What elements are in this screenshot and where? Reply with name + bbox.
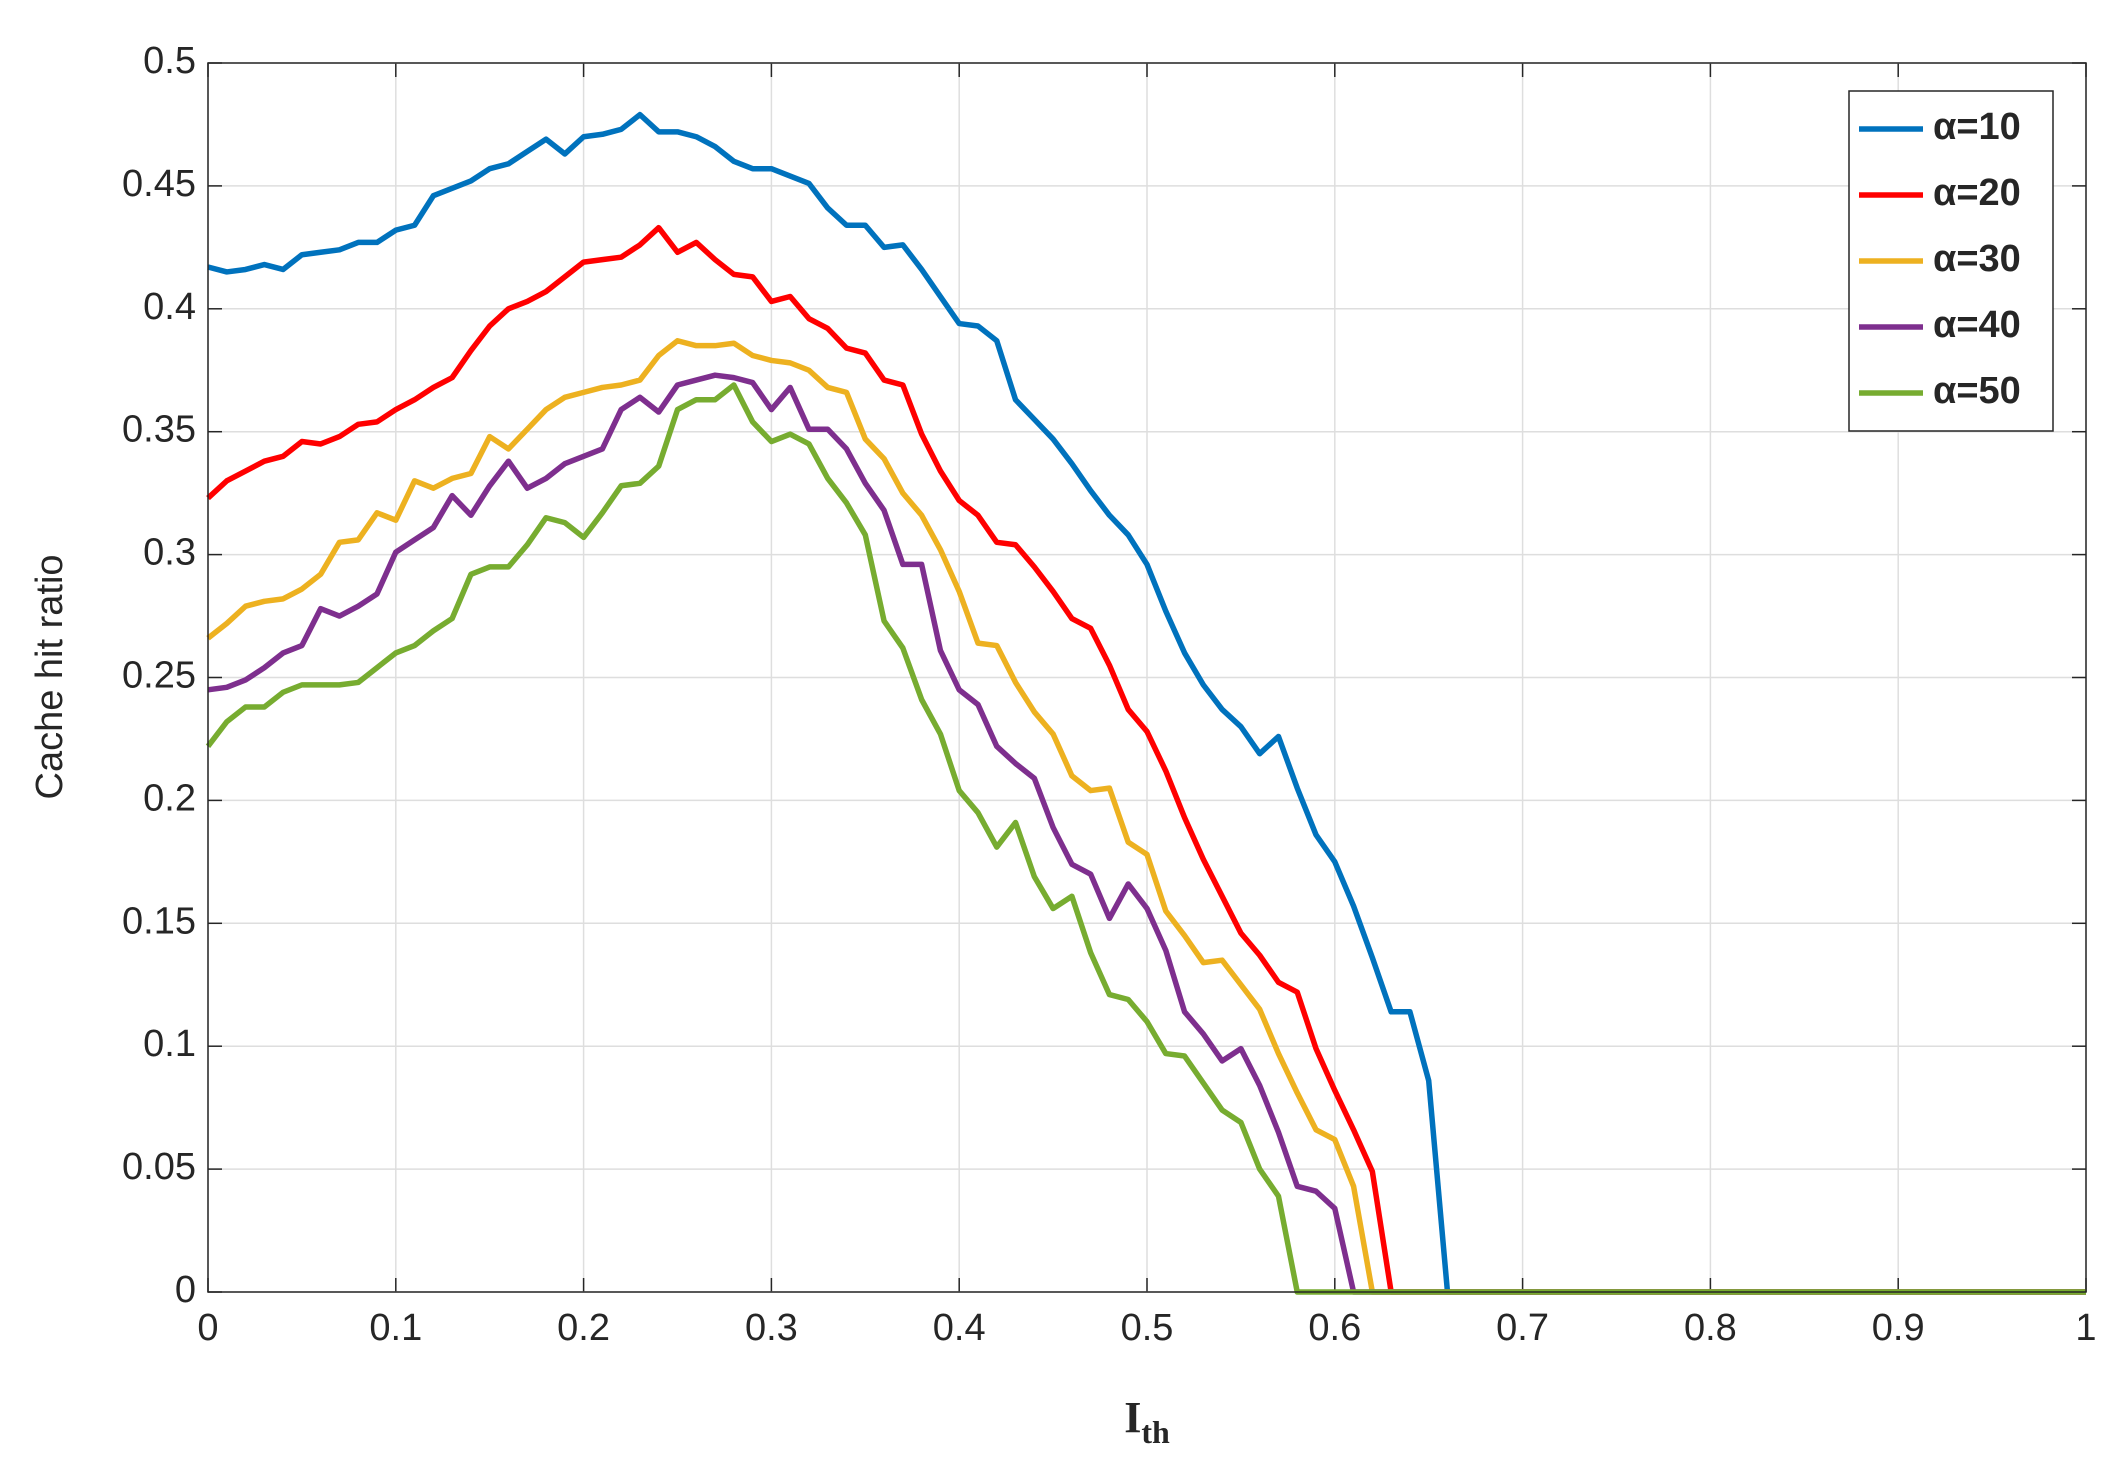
series-line [205, 382, 2086, 1295]
x-axis-label-sub: th [1141, 1414, 1170, 1450]
x-tick-label: 0 [197, 1307, 218, 1349]
x-tick-label: 0.2 [557, 1307, 610, 1349]
x-tick-label: 1 [2075, 1307, 2096, 1349]
x-tick-label: 0.1 [369, 1307, 422, 1349]
legend-label: α=30 [1933, 238, 2021, 280]
x-tick-label: 0.7 [1496, 1307, 1549, 1349]
x-tick-label: 0.5 [1121, 1307, 1174, 1349]
legend-label: α=20 [1933, 172, 2021, 214]
y-tick-label: 0 [175, 1269, 196, 1311]
x-tick-label: 0.6 [1308, 1307, 1361, 1349]
y-tick-label: 0.5 [143, 40, 196, 82]
series-line [207, 111, 2086, 1295]
x-axis-label: Ith [1124, 1393, 1170, 1450]
x-axis-label-main: I [1124, 1393, 1141, 1442]
y-tick-label: 0.2 [143, 777, 196, 819]
x-tick-label: 0.3 [745, 1307, 798, 1349]
x-tick-label: 0.4 [933, 1307, 986, 1349]
plot-frame [207, 62, 2087, 1293]
y-tick-label: 0.35 [122, 409, 196, 451]
y-tick-label: 0.3 [143, 532, 196, 574]
y-tick-label: 0.15 [122, 900, 196, 942]
y-tick-label: 0.45 [122, 163, 196, 205]
y-tick-label: 0.1 [143, 1023, 196, 1065]
x-tick-label: 0.9 [1872, 1307, 1925, 1349]
legend-label: α=50 [1933, 370, 2021, 412]
y-tick-label: 0.05 [122, 1146, 196, 1188]
y-tick-label: 0.4 [143, 286, 196, 328]
series-line [206, 224, 2086, 1295]
y-tick-label: 0.25 [122, 655, 196, 697]
y-axis-label: Cache hit ratio [29, 554, 71, 799]
legend-label: α=10 [1933, 106, 2021, 148]
x-tick-label: 0.8 [1684, 1307, 1737, 1349]
series-line [206, 338, 2086, 1295]
legend-label: α=40 [1933, 304, 2021, 346]
series-line [207, 372, 2086, 1295]
